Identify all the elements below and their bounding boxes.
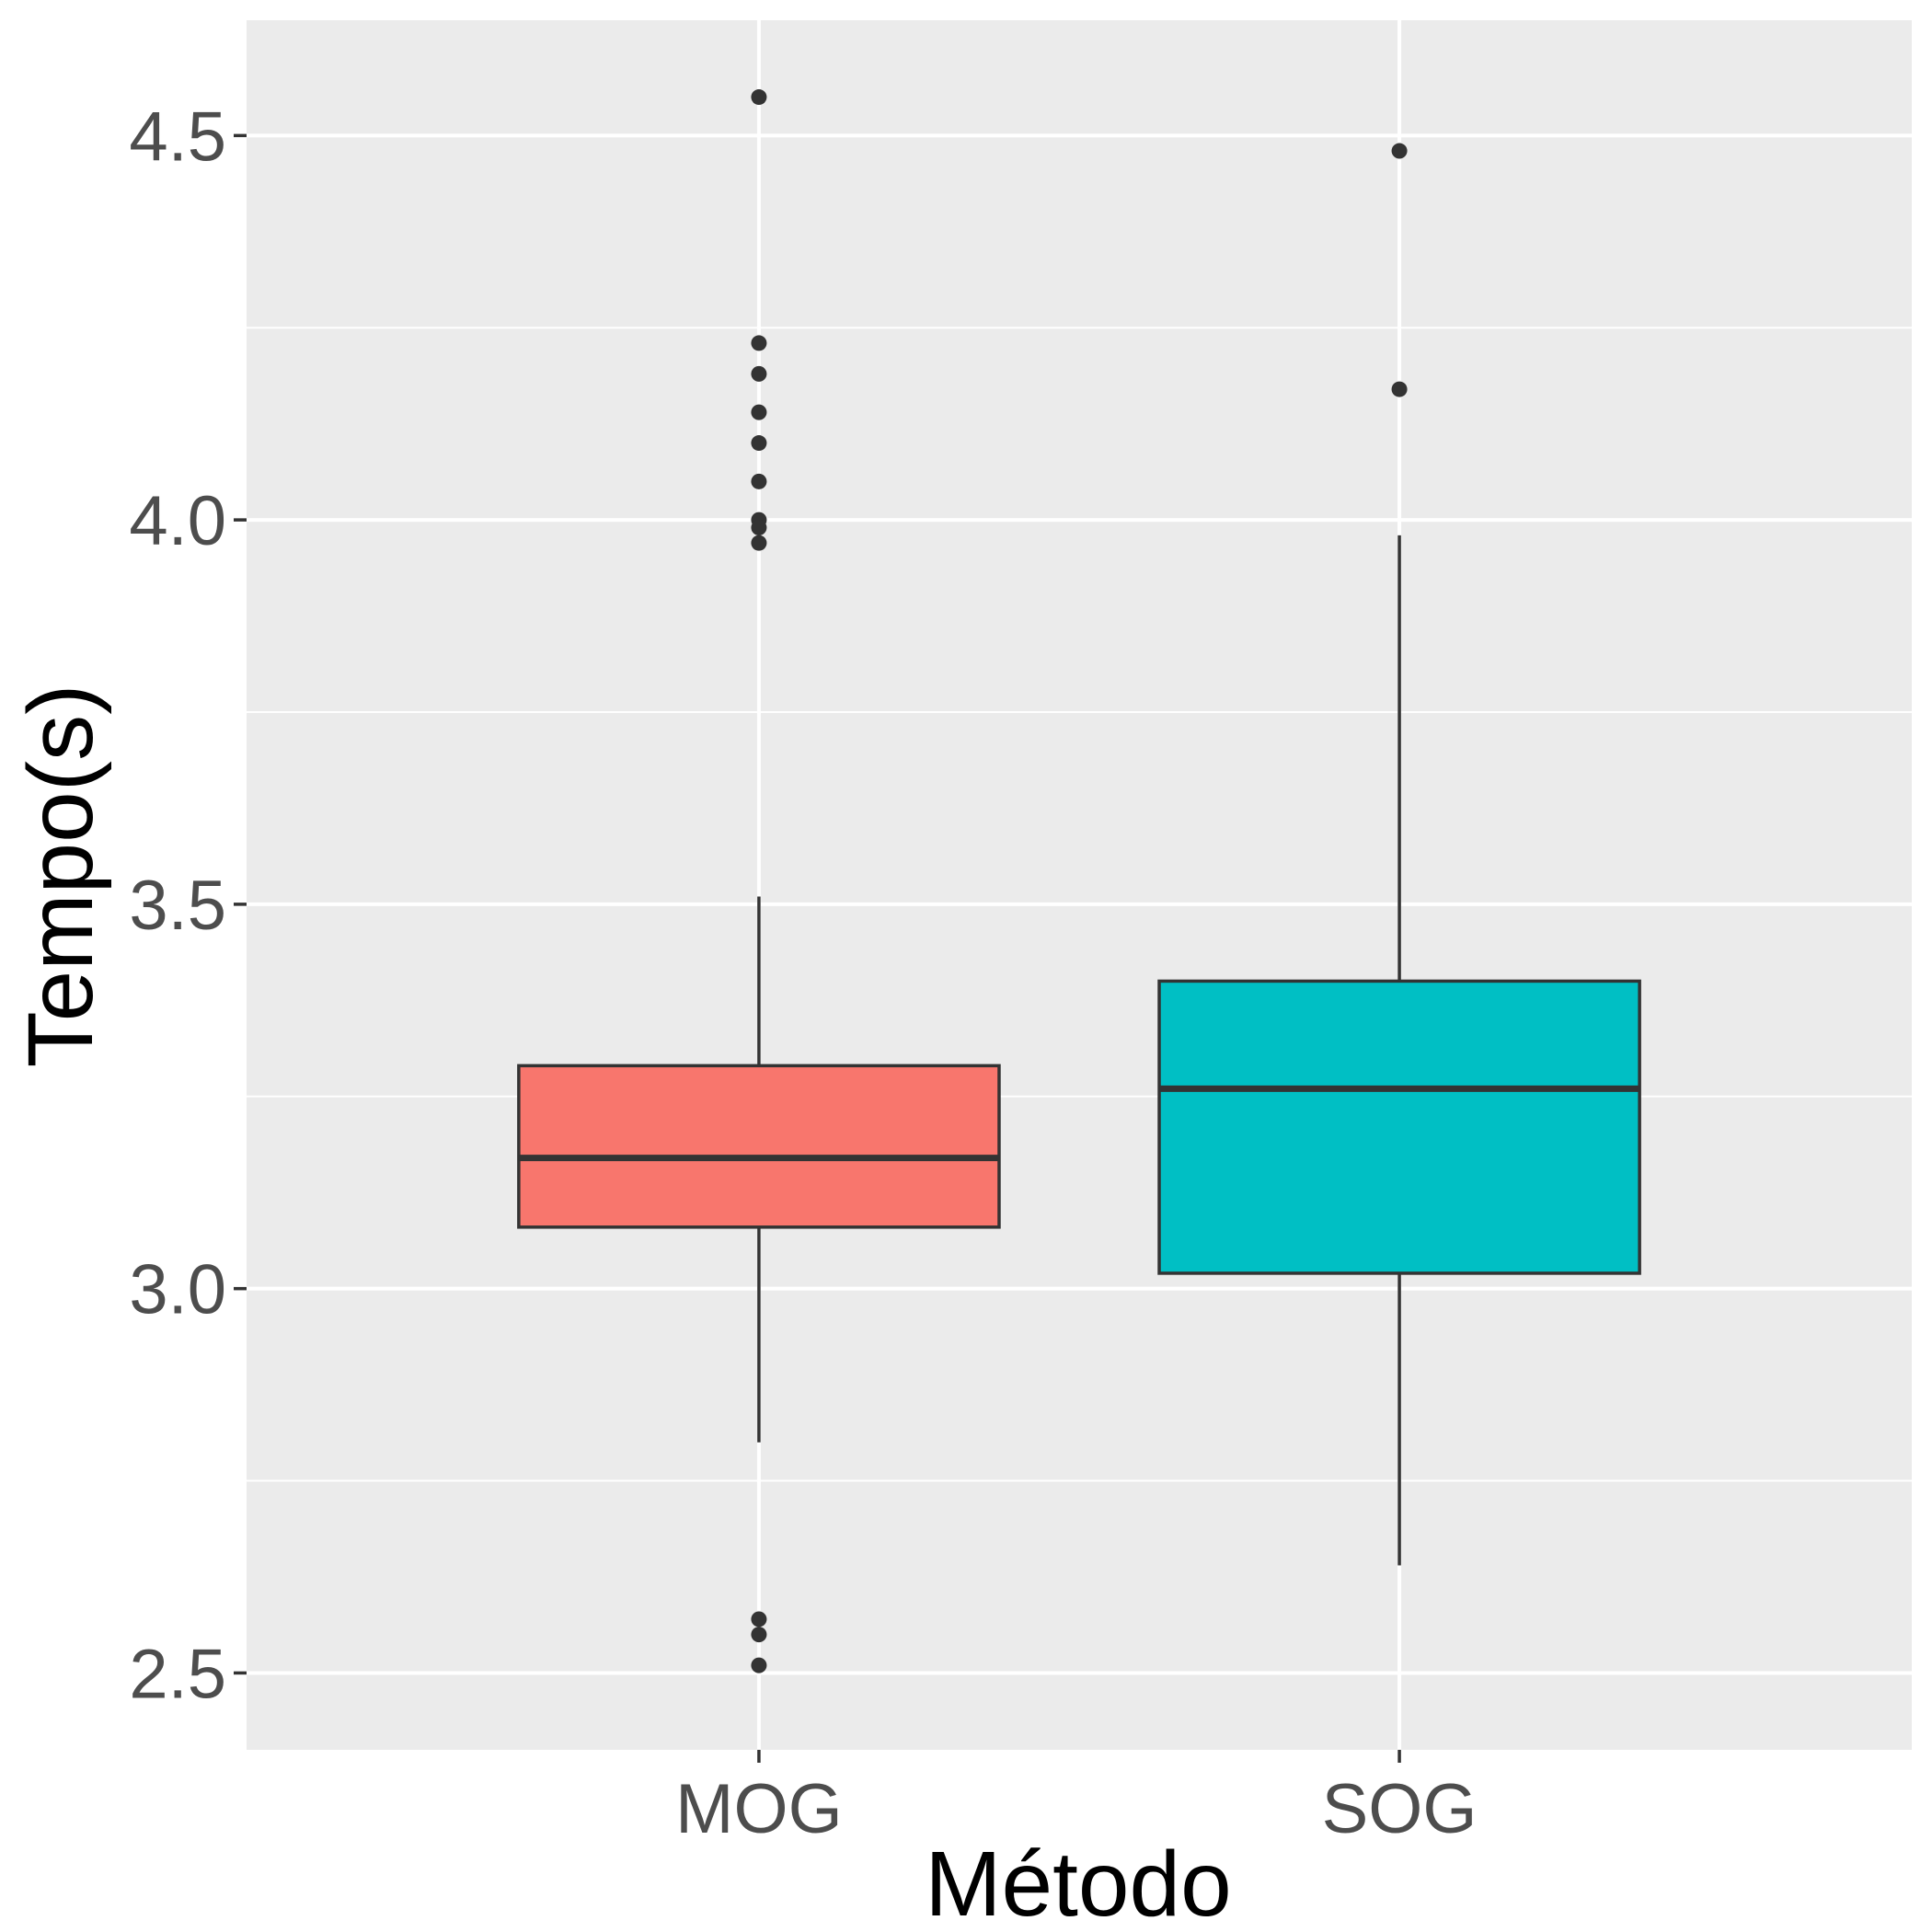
y-tick-label: 3.0 [129,1251,226,1329]
outlier-point [1391,143,1408,159]
box-group-mog [517,89,1001,1673]
grid-layer [247,20,1912,1750]
outlier-point [751,519,767,535]
box-iqr [517,1064,1001,1229]
outlier-point [751,1611,767,1627]
y-tick-label: 4.5 [129,98,226,176]
outlier-point [751,473,767,489]
y-tick-label: 4.0 [129,482,226,560]
y-tick-label: 3.5 [129,867,226,945]
outlier-point [751,535,767,551]
outlier-point [751,435,767,452]
outlier-point [751,365,767,382]
outlier-point [751,1657,767,1673]
box-layer [517,89,1641,1673]
x-axis-title: Método [925,1833,1232,1932]
outlier-point [751,404,767,420]
outlier-point [1391,381,1408,397]
x-tick-label: SOG [1322,1770,1478,1848]
plot-panel [247,20,1912,1750]
outlier-point [751,335,767,351]
outlier-point [751,89,767,106]
outlier-point [751,1627,767,1643]
box-group-sog [1157,143,1641,1566]
axis-layer: 2.5 3.0 3.5 4.0 4.5 MOG SOG [129,98,1477,1848]
y-axis-title: Tempo(s) [9,684,112,1068]
y-tick-label: 2.5 [129,1635,226,1713]
box-iqr [1157,979,1641,1275]
x-tick-label: MOG [675,1770,843,1848]
